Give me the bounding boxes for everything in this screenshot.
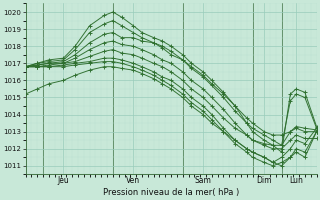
X-axis label: Pression niveau de la mer( hPa ): Pression niveau de la mer( hPa )	[103, 188, 239, 197]
